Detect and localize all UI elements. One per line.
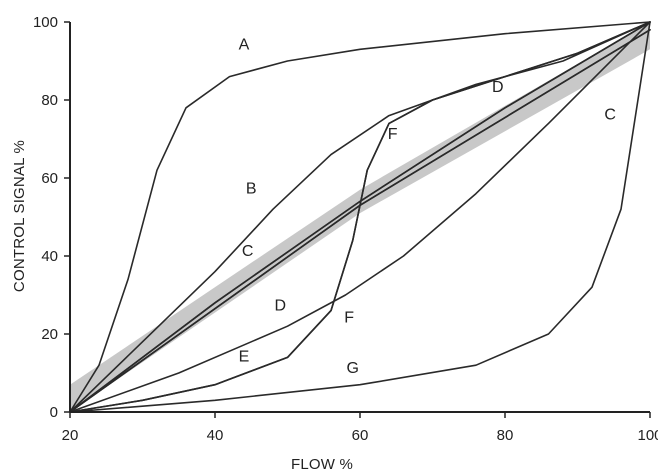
y-tick-label-40: 40 — [41, 248, 58, 265]
y-tick-label-100: 100 — [33, 14, 58, 31]
curve-label-g-9: G — [347, 360, 359, 377]
curve-label-b-1: B — [246, 181, 257, 198]
curve-g-line-9 — [69, 21, 651, 413]
curve-label-d-5: D — [492, 79, 504, 96]
y-tick-label-60: 60 — [41, 170, 58, 187]
curve-b-line-1 — [69, 21, 651, 413]
curve-label-d-4: D — [274, 298, 286, 315]
x-tick-label-40: 40 — [207, 427, 224, 444]
x-tick-label-100: 100 — [637, 427, 658, 444]
curve-a-line-0 — [69, 21, 651, 413]
curve-label-c-2: C — [242, 243, 254, 260]
x-tick-label-80: 80 — [497, 427, 514, 444]
curve-label-f-8: F — [344, 309, 354, 326]
x-axis-title: FLOW % — [291, 456, 353, 472]
curve-e-line-6 — [69, 21, 651, 413]
x-tick-label-60: 60 — [352, 427, 369, 444]
curve-label-a-0: A — [239, 36, 250, 53]
curve-layer — [69, 21, 651, 413]
y-axis-title: CONTROL SIGNAL % — [11, 140, 28, 292]
x-tick-label-20: 20 — [62, 427, 79, 444]
curve-label-e-6: E — [239, 348, 250, 365]
curve-label-f-7: F — [388, 126, 398, 143]
curve-label-c-3: C — [604, 107, 616, 124]
y-tick-label-20: 20 — [41, 326, 58, 343]
band-layer — [70, 22, 650, 412]
shaded-band — [70, 22, 650, 412]
y-tick-label-0: 0 — [50, 404, 58, 421]
curve-f-line-8 — [69, 21, 651, 413]
y-tick-label-80: 80 — [41, 92, 58, 109]
tick-layer: 20406080100020406080100 — [33, 14, 658, 444]
curve-label-layer: A B C C D D E F F G — [239, 36, 616, 377]
